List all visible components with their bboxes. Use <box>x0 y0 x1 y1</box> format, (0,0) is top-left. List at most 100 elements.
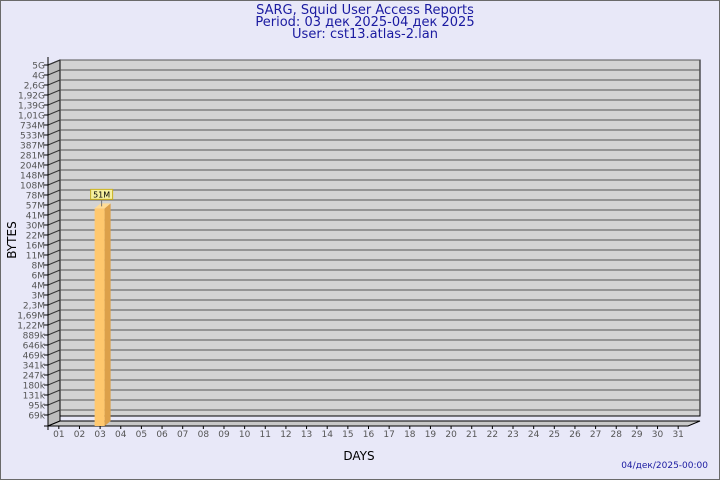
gridline-side <box>47 209 61 216</box>
y-tick-label: 1,01G <box>18 112 45 122</box>
y-tick-label: 16M <box>26 242 45 252</box>
y-tick-label: 3M <box>32 292 46 302</box>
gridline-side <box>47 359 61 366</box>
x-tick-label: 03 <box>94 430 105 440</box>
x-tick-label: 28 <box>611 430 623 440</box>
x-tick-label: 14 <box>321 430 333 440</box>
plot-floor <box>47 420 701 427</box>
x-tick-label: 29 <box>631 430 643 440</box>
y-tick-label: 148M <box>20 172 45 182</box>
x-axis-title: DAYS <box>343 449 374 463</box>
x-tick-label: 31 <box>672 430 683 440</box>
y-tick-label: 5G <box>32 62 45 72</box>
x-tick-label: 26 <box>569 430 581 440</box>
y-tick-label: 1,22M <box>17 322 45 332</box>
period-label: Period: 03 дек 2025-04 дек 2025 <box>255 15 475 30</box>
y-tick-label: 8M <box>32 262 46 272</box>
x-tick-label: 11 <box>260 430 271 440</box>
gridline-side <box>47 159 61 166</box>
gridline-side <box>47 379 61 386</box>
y-tick-label: 889k <box>23 332 46 342</box>
gridline-side <box>47 319 61 326</box>
y-tick-label: 6M <box>32 272 46 282</box>
gridline-side <box>47 149 61 156</box>
x-tick-label: 12 <box>280 430 291 440</box>
gridline-side <box>47 169 61 176</box>
gridline-side <box>47 69 61 76</box>
gridline-side <box>47 199 61 206</box>
y-tick-label: 387M <box>20 142 45 152</box>
gridline-side <box>47 399 61 406</box>
y-tick-label: 341k <box>23 362 46 372</box>
y-tick-label: 131k <box>23 392 46 402</box>
gridline-side <box>47 59 61 66</box>
x-tick-label: 09 <box>218 430 230 440</box>
gridline-side <box>47 289 61 296</box>
x-tick-label: 05 <box>136 430 147 440</box>
y-tick-label: 22M <box>26 232 45 242</box>
gridline-side <box>47 269 61 276</box>
y-tick-label: 204M <box>20 162 45 172</box>
y-axis-title: BYTES <box>5 221 19 258</box>
x-tick-label: 23 <box>507 430 518 440</box>
x-tick-label: 13 <box>301 430 312 440</box>
gridline-side <box>47 239 61 246</box>
gridline-side <box>47 349 61 356</box>
x-tick-label: 27 <box>590 430 601 440</box>
gridline-side <box>47 129 61 136</box>
gridline-side <box>47 279 61 286</box>
gridline-side <box>47 389 61 396</box>
gridline-side <box>47 339 61 346</box>
y-tick-label: 2,6G <box>24 82 45 92</box>
x-tick-label: 15 <box>342 430 353 440</box>
y-tick-label: 469k <box>23 352 46 362</box>
gridline-side <box>47 369 61 376</box>
y-tick-label: 4M <box>32 282 46 292</box>
chart-title: SARG, Squid User Access Reports <box>256 3 474 18</box>
y-tick-label: 734M <box>20 122 45 132</box>
x-tick-label: 30 <box>652 430 664 440</box>
y-tick-label: 57M <box>26 202 45 212</box>
y-tick-label: 4G <box>32 72 45 82</box>
bar-side <box>104 203 111 426</box>
y-tick-label: 69k <box>28 412 45 422</box>
y-tick-label: 11M <box>26 252 45 262</box>
x-tick-label: 06 <box>156 430 168 440</box>
x-tick-label: 19 <box>425 430 437 440</box>
bar-top <box>94 203 111 209</box>
gridline-side <box>47 229 61 236</box>
y-tick-label: 41M <box>26 212 45 222</box>
report-timestamp: 04/дек/2025-00:00 <box>621 461 708 471</box>
x-tick-label: 10 <box>239 430 251 440</box>
x-tick-label: 20 <box>445 430 457 440</box>
plot-back-wall <box>59 59 701 417</box>
gridline-side <box>47 309 61 316</box>
gridline-side <box>47 109 61 116</box>
gridline-side <box>47 89 61 96</box>
y-tick-label: 281M <box>20 152 45 162</box>
x-tick-label: 17 <box>383 430 394 440</box>
gridline-side <box>47 99 61 106</box>
y-tick-label: 1,92G <box>18 92 45 102</box>
x-tick-label: 18 <box>404 430 416 440</box>
x-tick-label: 25 <box>549 430 560 440</box>
gridline-side <box>47 219 61 226</box>
gridline-side <box>47 249 61 256</box>
gridline-side <box>47 329 61 336</box>
gridline-side <box>47 409 61 416</box>
y-tick-label: 247k <box>23 372 46 382</box>
y-tick-label: 95k <box>28 402 45 412</box>
data-label: 51M <box>93 190 110 199</box>
y-tick-label: 30M <box>26 222 45 232</box>
x-tick-label: 02 <box>74 430 85 440</box>
y-tick-label: 108M <box>20 182 45 192</box>
user-label: User: cst13.atlas-2.lan <box>292 27 438 42</box>
gridline-side <box>47 79 61 86</box>
y-tick-label: 78M <box>26 192 45 202</box>
x-tick-label: 24 <box>528 430 540 440</box>
x-tick-label: 04 <box>115 430 127 440</box>
x-tick-label: 21 <box>466 430 477 440</box>
gridline-side <box>47 299 61 306</box>
data-label-box <box>90 188 114 200</box>
y-tick-label: 1,69M <box>17 312 45 322</box>
